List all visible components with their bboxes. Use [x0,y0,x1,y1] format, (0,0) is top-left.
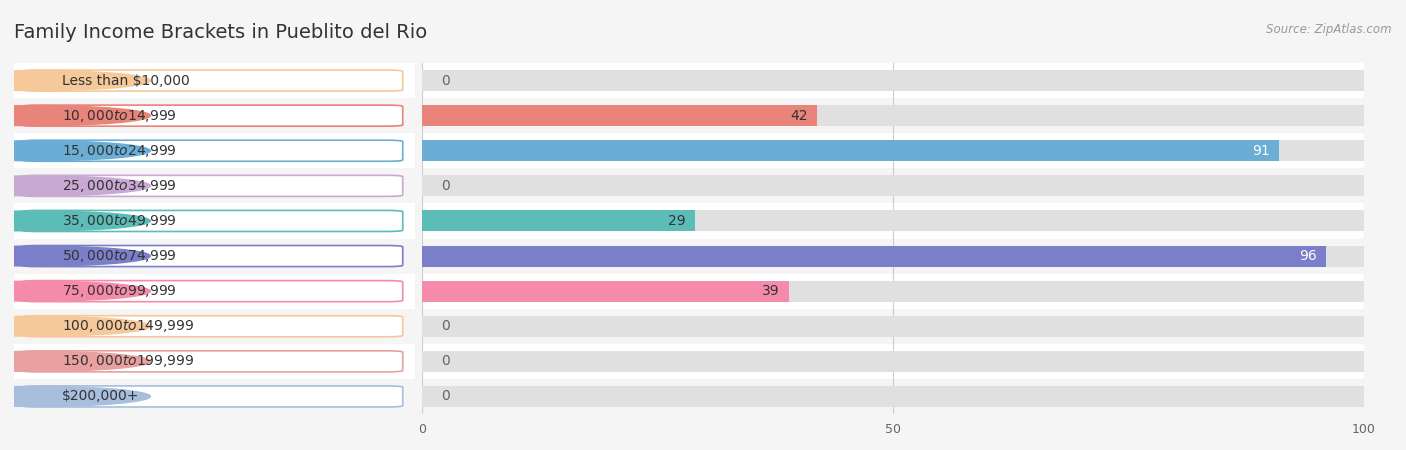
Bar [14,238,415,274]
FancyBboxPatch shape [22,281,402,302]
Circle shape [0,351,150,371]
Bar [422,203,1364,238]
Text: 42: 42 [790,108,808,123]
Text: $10,000 to $14,999: $10,000 to $14,999 [62,108,177,124]
FancyBboxPatch shape [22,316,402,337]
Bar [422,386,1364,407]
FancyBboxPatch shape [22,70,402,91]
FancyBboxPatch shape [22,351,402,372]
Text: 0: 0 [440,389,450,404]
Bar [422,70,1364,91]
Bar [14,168,415,203]
FancyBboxPatch shape [22,105,402,126]
Bar [14,309,415,344]
Text: 0: 0 [440,354,450,369]
Text: Source: ZipAtlas.com: Source: ZipAtlas.com [1267,22,1392,36]
Bar [14,133,415,168]
Bar [422,246,1326,266]
FancyBboxPatch shape [22,211,402,231]
Circle shape [0,281,150,301]
Bar [422,63,1364,98]
Circle shape [0,316,150,336]
Bar [14,203,415,238]
Bar [422,238,1364,274]
Text: 96: 96 [1299,249,1317,263]
Circle shape [0,106,150,126]
FancyBboxPatch shape [22,246,402,266]
Bar [422,105,817,126]
Text: 0: 0 [440,179,450,193]
Bar [422,168,1364,203]
Bar [422,140,1364,161]
Text: 0: 0 [440,319,450,333]
Text: Less than $10,000: Less than $10,000 [62,73,190,88]
Bar [422,351,1364,372]
Text: $100,000 to $149,999: $100,000 to $149,999 [62,318,194,334]
Circle shape [0,246,150,266]
Circle shape [0,71,150,90]
Text: $15,000 to $24,999: $15,000 to $24,999 [62,143,177,159]
Circle shape [0,387,150,406]
Bar [422,246,1364,266]
Circle shape [0,176,150,196]
FancyBboxPatch shape [22,140,402,161]
Bar [422,316,1364,337]
Bar [422,105,1364,126]
Text: 91: 91 [1251,144,1270,158]
Bar [14,274,415,309]
Bar [422,133,1364,168]
Bar [14,63,415,98]
Text: $75,000 to $99,999: $75,000 to $99,999 [62,283,177,299]
FancyBboxPatch shape [22,386,402,407]
Text: $50,000 to $74,999: $50,000 to $74,999 [62,248,177,264]
Bar [422,309,1364,344]
Text: $35,000 to $49,999: $35,000 to $49,999 [62,213,177,229]
Bar [422,176,1364,196]
Bar [14,344,415,379]
Bar [422,211,695,231]
Text: $200,000+: $200,000+ [62,389,139,404]
Bar [422,98,1364,133]
Bar [14,98,415,133]
Text: 0: 0 [440,73,450,88]
Bar [422,281,789,302]
Text: 39: 39 [762,284,780,298]
FancyBboxPatch shape [22,176,402,196]
Bar [422,281,1364,302]
Bar [422,344,1364,379]
Bar [422,211,1364,231]
Circle shape [0,211,150,231]
Bar [422,274,1364,309]
Bar [422,379,1364,414]
Text: Family Income Brackets in Pueblito del Rio: Family Income Brackets in Pueblito del R… [14,22,427,41]
Text: $25,000 to $34,999: $25,000 to $34,999 [62,178,177,194]
Text: $150,000 to $199,999: $150,000 to $199,999 [62,353,194,369]
Bar [14,379,415,414]
Circle shape [0,141,150,161]
Bar [422,140,1279,161]
Text: 29: 29 [668,214,686,228]
